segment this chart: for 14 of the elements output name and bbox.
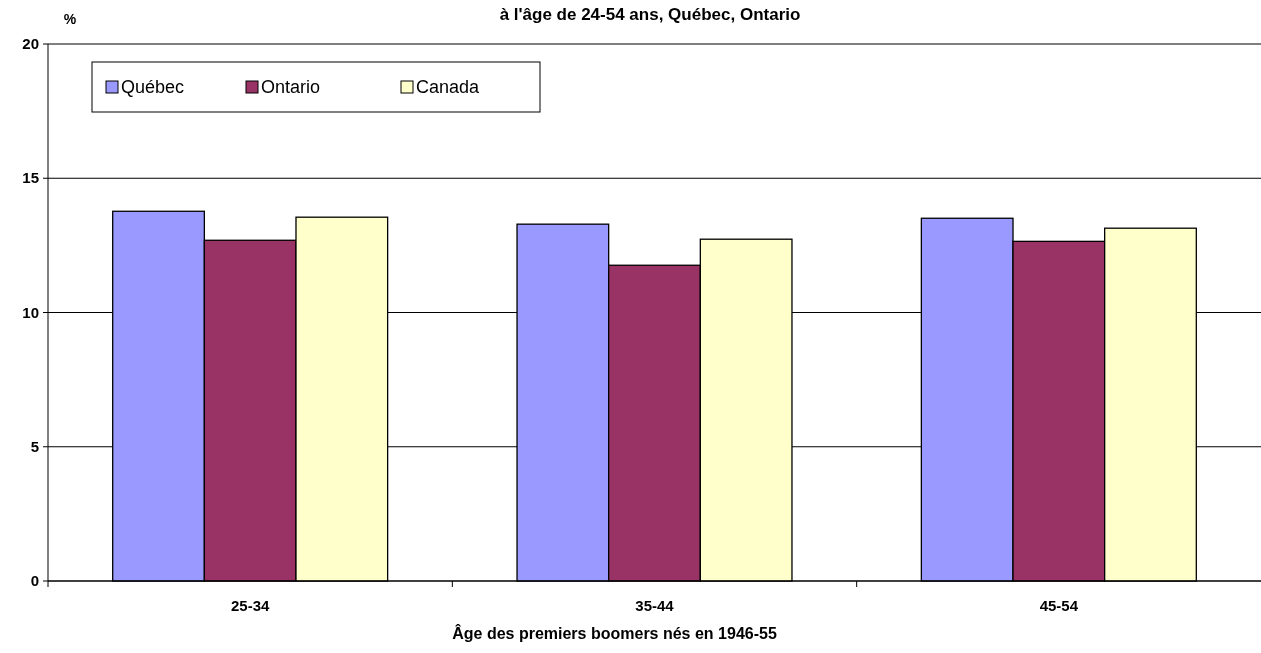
x-tick-label: 35-44 [635,597,675,614]
y-tick-label: 15 [22,169,39,187]
y-tick-label: 5 [30,437,39,455]
chart-title: à l'âge de 24-54 ans, Québec, Ontario [499,5,801,24]
legend-label: Québec [121,77,185,97]
legend-label: Ontario [261,77,321,97]
x-tick-label: 45-54 [1039,597,1079,614]
legend-label: Canada [416,77,481,97]
y-tick-label: 10 [22,303,39,321]
x-tick-label: 25-34 [230,597,270,614]
y-tick-label: 20 [22,35,39,52]
y-tick-label: 0 [30,572,39,589]
x-axis-title: Âge des premiers boomers nés en 1946-55 [452,624,777,642]
y-axis-title: % [63,11,77,27]
